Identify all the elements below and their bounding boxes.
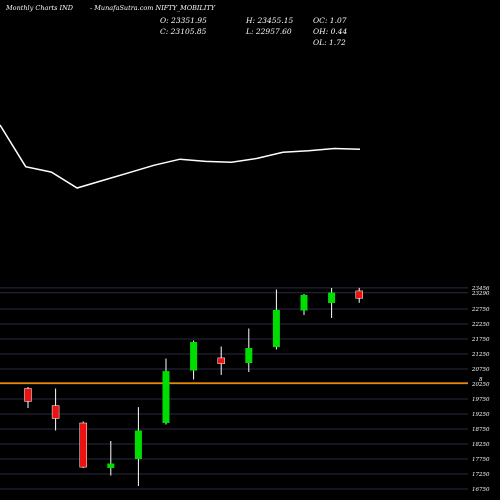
candle-up	[245, 348, 253, 363]
open-value: O: 23351.95	[160, 16, 207, 25]
y-tick-label: 21750	[471, 337, 490, 343]
candle-up	[162, 371, 170, 423]
site-title: Monthly Charts IND	[5, 4, 74, 12]
y-tick-label: 18250	[472, 442, 490, 448]
candle-down	[79, 422, 87, 468]
ma-line	[0, 124, 361, 189]
candle-down	[355, 290, 363, 299]
moving-average	[0, 124, 361, 189]
y-tick-label: 21250	[471, 352, 490, 358]
level-marker: 8	[479, 377, 483, 383]
symbol-title: - MunafaSutra.com NIFTY_MOBILITY	[90, 4, 216, 12]
close-value: C: 23105.85	[160, 27, 207, 36]
high-value: H: 23455.15	[245, 16, 293, 25]
grid-lines	[0, 287, 468, 490]
candle-up	[190, 342, 198, 371]
y-tick-label: 19750	[472, 397, 490, 403]
y-tick-label: 19250	[472, 412, 490, 418]
candle-down	[51, 405, 60, 419]
candle-up	[134, 430, 142, 459]
low-value: L: 22957.60	[245, 27, 292, 36]
candle-up	[272, 309, 280, 348]
y-tick-label: 17250	[472, 472, 490, 478]
y-tick-label: 20250	[471, 382, 490, 388]
y-tick-label: 22750	[471, 307, 490, 313]
y-tick-label: 22250	[471, 322, 490, 328]
y-tick-label: 20750	[471, 367, 490, 373]
ol-value: OL: 1.72	[313, 38, 346, 47]
oh-value: OH: 0.44	[313, 27, 348, 36]
candle-down	[24, 388, 32, 402]
candle-up	[107, 463, 115, 468]
y-tick-label: 16750	[472, 487, 490, 493]
y-tick-label: 18750	[472, 427, 490, 433]
oc-value: OC: 1.07	[313, 16, 347, 25]
level-line-group: 8	[0, 377, 483, 384]
candle-up	[328, 292, 336, 303]
y-tick-label: 17750	[472, 457, 490, 463]
y-tick-label: 23290	[471, 291, 490, 297]
y-tick-label: 23456	[471, 286, 490, 292]
candle-up	[300, 294, 308, 311]
candle-down	[217, 357, 225, 364]
candles	[24, 287, 363, 486]
